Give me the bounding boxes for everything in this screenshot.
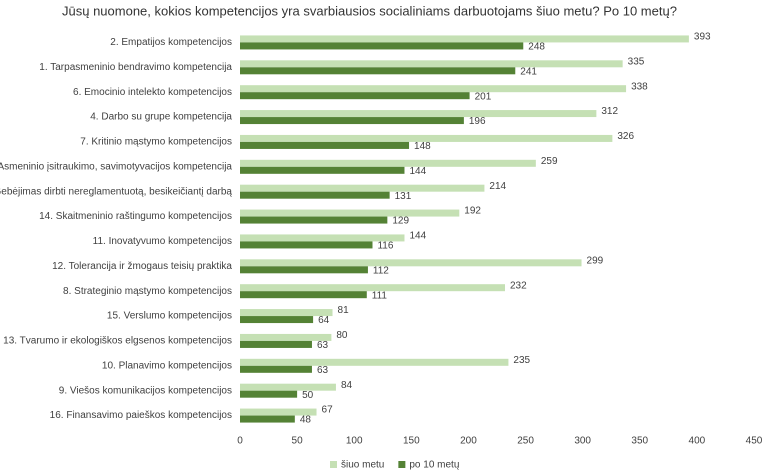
data-label: 111	[372, 290, 388, 301]
x-tick-label: 350	[631, 436, 648, 447]
category-label: 11. Inovatyvumo kompetencijos	[93, 236, 232, 247]
bar	[240, 159, 536, 167]
data-label: 81	[338, 305, 350, 316]
data-label: 129	[392, 216, 409, 227]
category-label: 10. Planavimo kompetencijos	[102, 360, 232, 371]
x-tick-label: 450	[746, 436, 763, 447]
x-tick-label: 400	[689, 436, 706, 447]
data-label: 241	[520, 66, 537, 77]
bar	[240, 316, 314, 324]
bar	[240, 383, 336, 391]
data-label: 80	[336, 330, 348, 341]
data-label: 144	[409, 166, 426, 177]
bar	[240, 358, 509, 366]
data-label: 84	[341, 380, 353, 391]
bar	[240, 134, 613, 142]
bar	[240, 309, 333, 317]
bar	[240, 291, 367, 299]
bar	[240, 241, 373, 249]
category-label: 1. Tarpasmeninio bendravimo kompetencija	[39, 62, 232, 73]
bar	[240, 408, 317, 416]
legend-label: po 10 metų	[409, 460, 459, 471]
category-label: 3. Asmeninio įsitraukimo, savimotyvacijo…	[0, 161, 232, 172]
x-tick-label: 250	[517, 436, 534, 447]
category-label: 2. Empatijos kompetencijos	[110, 37, 232, 48]
bar	[240, 184, 485, 192]
data-label: 144	[409, 231, 426, 242]
data-label: 235	[513, 355, 530, 366]
category-label: 6. Emocinio intelekto kompetencijos	[73, 87, 232, 98]
bar	[240, 259, 582, 267]
x-tick-label: 300	[574, 436, 591, 447]
legend-swatch	[330, 461, 337, 468]
category-label: 4. Darbo su grupe kompetencija	[90, 112, 232, 123]
category-label: 15. Verslumo kompetencijos	[107, 311, 232, 322]
data-label: 214	[489, 181, 506, 192]
data-label: 393	[694, 32, 711, 43]
data-label: 116	[377, 241, 393, 252]
bar	[240, 92, 470, 100]
x-tick-label: 0	[237, 436, 243, 447]
x-tick-label: 150	[403, 436, 420, 447]
bar	[240, 216, 388, 224]
data-label: 312	[601, 106, 618, 117]
bar	[240, 60, 623, 68]
data-label: 131	[395, 191, 412, 202]
bar	[240, 234, 405, 242]
chart-title: Jūsų nuomone, kokios kompetencijos yra s…	[62, 3, 677, 18]
bar	[240, 110, 597, 118]
category-label: 14. Skaitmeninio raštingumo kompetencijo…	[39, 211, 232, 222]
data-label: 201	[475, 91, 492, 102]
data-label: 326	[617, 131, 634, 142]
x-tick-label: 100	[346, 436, 363, 447]
bar	[240, 117, 464, 125]
bar	[240, 191, 390, 199]
data-label: 299	[587, 255, 604, 266]
category-label: 9. Viešos komunikacijos kompetencijos	[59, 385, 232, 396]
bar	[240, 209, 460, 217]
bar	[240, 85, 627, 93]
x-tick-label: 200	[460, 436, 477, 447]
category-label: 8. Strateginio mąstymo kompetencijos	[63, 286, 232, 297]
data-label: 232	[510, 280, 527, 291]
bar	[240, 340, 312, 348]
data-label: 50	[302, 390, 314, 401]
data-label: 338	[631, 81, 648, 92]
data-label: 63	[317, 365, 329, 376]
data-label: 259	[541, 156, 558, 167]
category-label: 7. Kritinio mąstymo kompetencijos	[80, 137, 232, 148]
bar	[240, 284, 505, 292]
bar	[240, 141, 410, 149]
category-label: 16. Finansavimo paieškos kompetencijos	[50, 410, 232, 421]
bar	[240, 365, 312, 373]
category-label: 13. Tvarumo ir ekologiškos elgsenos komp…	[3, 336, 232, 347]
bar	[240, 42, 524, 50]
bar	[240, 333, 332, 341]
category-label: 12. Tolerancija ir žmogaus teisių prakti…	[52, 261, 232, 272]
legend-swatch	[398, 461, 406, 468]
data-label: 67	[322, 405, 334, 416]
bar	[240, 390, 298, 398]
bar	[240, 67, 516, 75]
data-label: 63	[317, 340, 329, 351]
bar	[240, 415, 295, 423]
x-tick-label: 50	[292, 436, 304, 447]
bar	[240, 266, 368, 274]
category-label: 5. Gebėjimas dirbti nereglamentuotą, bes…	[0, 186, 232, 197]
data-label: 196	[469, 116, 486, 127]
data-label: 112	[373, 265, 389, 276]
data-label: 148	[414, 141, 431, 152]
data-label: 192	[464, 206, 481, 217]
data-label: 64	[318, 315, 330, 326]
legend-label: šiuo metu	[341, 460, 384, 471]
bar	[240, 35, 689, 43]
bar	[240, 166, 405, 174]
data-label: 248	[528, 42, 545, 53]
data-label: 335	[628, 56, 645, 67]
data-label: 48	[300, 415, 312, 426]
